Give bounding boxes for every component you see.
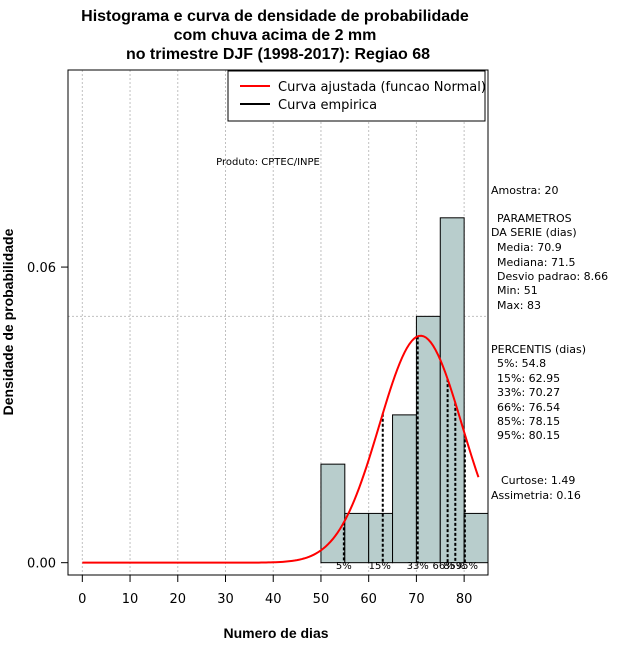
stat-amostra: Amostra: 20 (491, 184, 558, 197)
stat-p15: 15%: 62.95 (497, 372, 560, 385)
producer-annotation: Produto: CPTEC/INPE (216, 157, 320, 168)
histogram-bars (320, 217, 489, 564)
axes: 0 10 20 30 40 50 60 70 80 0.00 0.06 (27, 261, 472, 607)
stat-assimetria: Assimetria: 0.16 (491, 489, 581, 502)
normal-curve (82, 334, 480, 564)
x-tick-label-60: 60 (360, 592, 377, 607)
x-tick-label-30: 30 (217, 592, 234, 607)
stat-p66: 66%: 76.54 (497, 401, 560, 414)
stat-desvio: Desvio padrao: 8.66 (497, 270, 608, 283)
y-tick-label-1: 0.06 (27, 261, 56, 276)
percentile-label-33pct: 33% (407, 561, 429, 572)
percentile-label-85pct: 85% (443, 561, 465, 572)
stats-panel: Amostra: 20 PARAMETROS DA SERIE (dias) M… (491, 184, 608, 502)
legend-box (227, 70, 486, 122)
x-tick-label-10: 10 (122, 592, 139, 607)
histogram-bar-2 (344, 512, 370, 564)
legend-empirical-label: Curva empirica (278, 98, 377, 113)
stat-curtose: Curtose: 1.49 (501, 474, 575, 487)
stat-param-title-1: PARAMETROS (497, 212, 572, 225)
chart-title-line-3: no trimestre DJF (1998-2017): Regiao 68 (126, 46, 430, 63)
percentile-label-15pct: 15% (369, 561, 391, 572)
percentile-label-66pct: 66% (433, 561, 455, 572)
x-tick-label-70: 70 (408, 592, 425, 607)
x-tick-label-40: 40 (265, 592, 282, 607)
chart-title-line-2: com chuva acima de 2 mm (174, 27, 377, 44)
x-tick-label-80: 80 (456, 592, 473, 607)
percentile-label-95pct: 95% (456, 561, 478, 572)
stat-p33: 33%: 70.27 (497, 386, 560, 399)
stat-media: Media: 70.9 (497, 241, 562, 254)
curves (82, 334, 480, 564)
y-tick-label-0: 0.00 (27, 557, 56, 572)
percentile-lines: 5% 15% 33% 66%85%95% (336, 336, 478, 572)
stat-p85: 85%: 78.15 (497, 415, 560, 428)
x-tick-label-0: 0 (78, 592, 86, 607)
x-tick-label-20: 20 (169, 592, 186, 607)
histogram-bar-3 (368, 512, 394, 564)
histogram-bar-7 (463, 512, 489, 564)
legend: Curva ajustada (funcao Normal) Curva emp… (227, 70, 486, 122)
stat-mediana: Mediana: 71.5 (497, 256, 575, 269)
legend-normal-label: Curva ajustada (funcao Normal) (278, 80, 486, 95)
stat-p95: 95%: 80.15 (497, 429, 560, 442)
stat-max: Max: 83 (497, 299, 541, 312)
stat-perc-title: PERCENTIS (dias) (491, 343, 586, 356)
stat-param-title-2: DA SERIE (dias) (491, 226, 577, 239)
histogram-bar-4 (392, 414, 417, 564)
stat-min: Min: 51 (497, 284, 538, 297)
chart-title-line-1: Histograma e curva de densidade de proba… (81, 8, 469, 25)
x-axis-title: Numero de dias (223, 625, 328, 641)
y-axis-title: Densidade de probabilidade (0, 228, 16, 415)
percentile-label-5pct: 5% (336, 561, 352, 572)
stat-p5: 5%: 54.8 (497, 357, 546, 370)
x-tick-label-50: 50 (313, 592, 330, 607)
